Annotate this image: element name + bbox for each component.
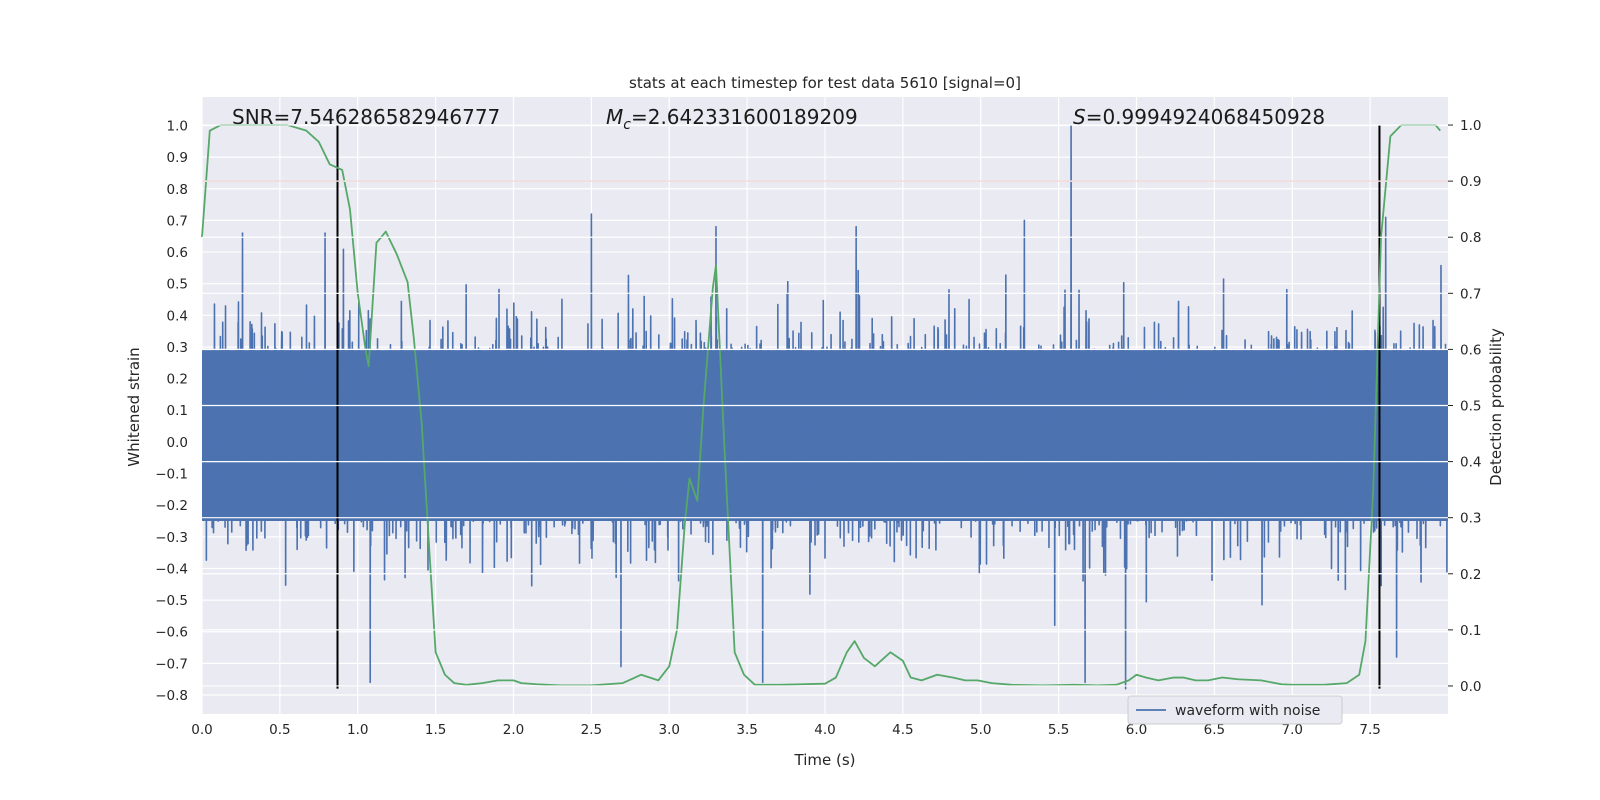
- x-tick-label: 0.0: [191, 722, 212, 738]
- left-y-tick-label: 0.9: [167, 150, 188, 166]
- left-y-tick-label: −0.1: [155, 467, 188, 483]
- right-y-tick-label: 0.9: [1460, 174, 1481, 190]
- x-tick-label: 4.5: [892, 722, 913, 738]
- waveform-with-noise-series: [202, 124, 1448, 690]
- right-y-tick-label: 0.4: [1460, 455, 1481, 471]
- left-y-tick-label: 0.0: [167, 435, 188, 451]
- detection-probability-series: [201, 124, 1441, 687]
- left-y-tick-label: −0.2: [155, 498, 188, 514]
- score-annotation: S=0.9994924068450928: [1073, 105, 1325, 129]
- x-axis-label: Time (s): [794, 751, 856, 769]
- left-y-tick-label: 0.7: [167, 213, 188, 229]
- left-y-tick-label: 1.0: [167, 118, 188, 134]
- x-tick-label: 3.5: [736, 722, 757, 738]
- right-y-tick-label: 0.5: [1460, 399, 1481, 415]
- legend-entry-waveform: waveform with noise: [1175, 703, 1320, 719]
- left-y-axis-ticks: 1.0 0.9 0.8 0.7 0.6 0.5 0.4 0.3 0.2 0.1 0.0 −0.1 −0.…: [155, 118, 188, 704]
- chirp-mass-subscript: c: [623, 117, 631, 133]
- x-tick-label: 0.5: [269, 722, 290, 738]
- snr-annotation: SNR=7.546286582946777: [232, 105, 500, 129]
- right-y-axis-label: Detection probability: [1487, 328, 1505, 486]
- left-y-tick-label: −0.3: [155, 530, 188, 546]
- left-y-tick-label: 0.2: [167, 372, 188, 388]
- left-y-tick-label: 0.6: [167, 245, 188, 261]
- left-y-axis-label: Whitened strain: [125, 347, 143, 466]
- left-y-tick-label: −0.6: [155, 625, 188, 641]
- left-y-tick-label: 0.4: [167, 308, 188, 324]
- waveform-line: [202, 124, 1448, 690]
- chirp-mass-value: =2.642331600189209: [631, 105, 858, 129]
- chart-title: stats at each timestep for test data 561…: [629, 74, 1021, 92]
- x-tick-label: 6.0: [1126, 722, 1147, 738]
- left-y-tick-label: 0.5: [167, 277, 188, 293]
- x-tick-label: 3.0: [659, 722, 680, 738]
- right-y-tick-label: 0.1: [1460, 623, 1481, 639]
- legend: waveform with noise: [1127, 695, 1343, 725]
- x-tick-label: 7.0: [1282, 722, 1303, 738]
- x-tick-label: 5.5: [1048, 722, 1069, 738]
- right-y-tick-label: 0.3: [1460, 511, 1481, 527]
- x-tick-label: 1.5: [425, 722, 446, 738]
- legend-box: [1127, 695, 1343, 725]
- left-y-tick-label: 0.8: [167, 182, 188, 198]
- right-y-tick-label: 0.6: [1460, 342, 1481, 358]
- right-y-tick-label: 0.7: [1460, 286, 1481, 302]
- right-y-tick-label: 0.2: [1460, 567, 1481, 583]
- x-tick-label: 2.0: [503, 722, 524, 738]
- x-tick-label: 6.5: [1204, 722, 1225, 738]
- left-y-tick-label: −0.4: [155, 561, 188, 577]
- x-tick-label: 2.5: [581, 722, 602, 738]
- right-y-axis-ticks: 1.0 0.9 0.8 0.7 0.6 0.5 0.4 0.3 0.2 0.1 0.0: [202, 118, 1481, 695]
- left-y-tick-label: 0.3: [167, 340, 188, 356]
- detection-probability-line: [201, 124, 1441, 687]
- score-value: =0.9994924068450928: [1086, 105, 1325, 129]
- right-y-tick-label: 0.8: [1460, 230, 1481, 246]
- x-tick-label: 5.0: [970, 722, 991, 738]
- chirp-mass-annotation: Mc=2.642331600189209: [606, 105, 858, 133]
- x-tick-label: 1.0: [347, 722, 368, 738]
- right-y-tick-label: 1.0: [1460, 118, 1481, 134]
- left-y-tick-label: 0.1: [167, 403, 188, 419]
- left-y-tick-label: −0.7: [155, 656, 188, 672]
- chirp-mass-symbol: M: [606, 105, 623, 129]
- x-tick-label: 7.5: [1359, 722, 1380, 738]
- left-y-tick-label: −0.8: [155, 688, 188, 704]
- right-y-tick-label: 0.0: [1460, 679, 1481, 695]
- score-symbol: S: [1073, 105, 1086, 129]
- x-axis-ticks: 0.0 0.5 1.0 1.5 2.0 2.5 3.0 3.5 4.0 4.5 5.0 5.5 6.0 6…: [191, 722, 1381, 738]
- left-y-tick-label: −0.5: [155, 593, 188, 609]
- x-tick-label: 4.0: [814, 722, 835, 738]
